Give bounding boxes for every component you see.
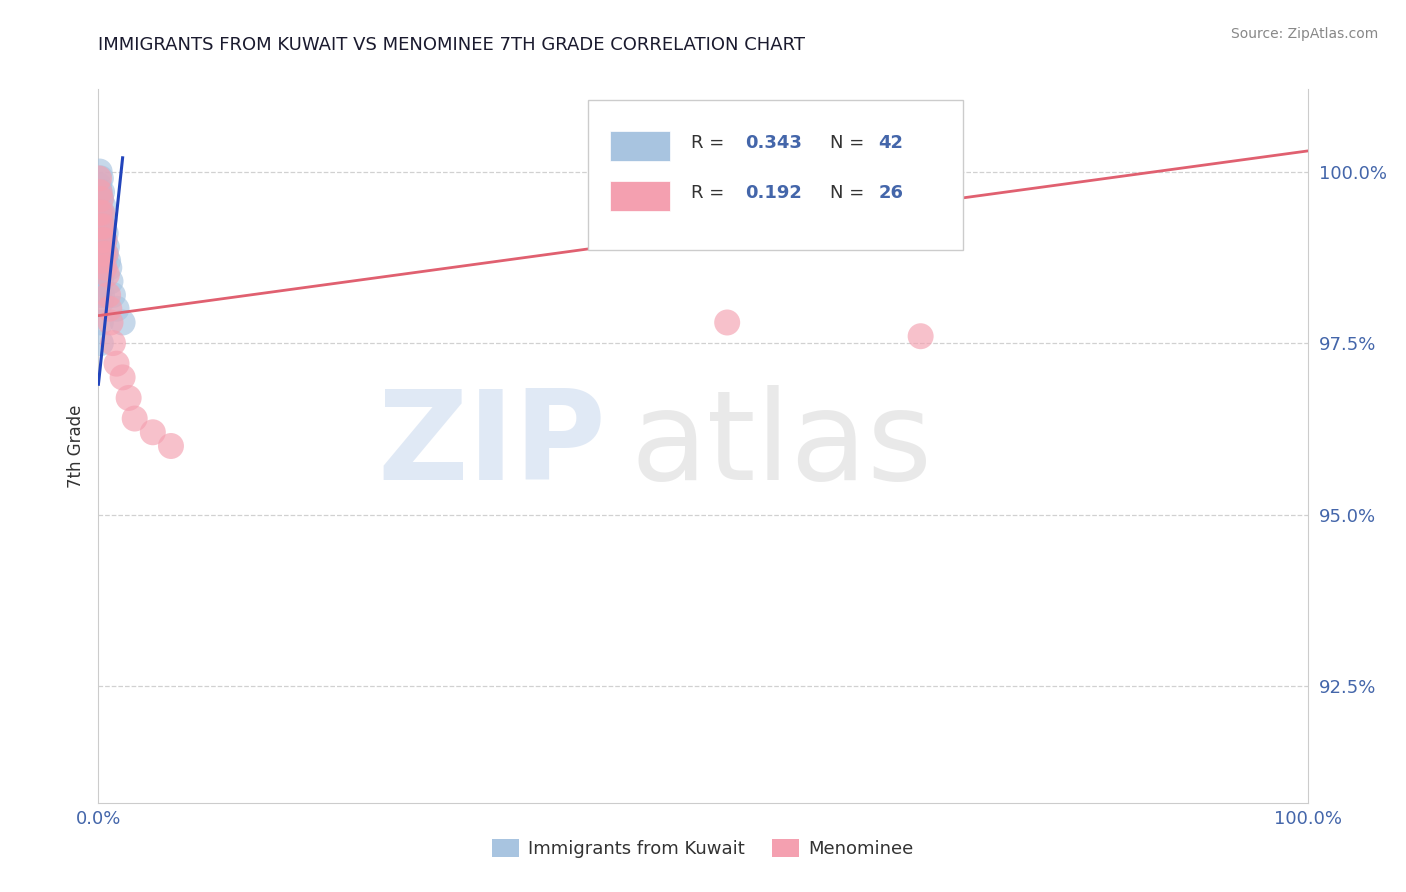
Point [93,260,115,275]
Point [93,233,115,247]
Point [91,268,114,282]
Point [91,205,114,219]
Point [97,288,120,302]
Point [91,240,114,254]
Point [111,316,134,330]
Point [87,233,110,247]
Point [118,391,141,405]
Text: ZIP: ZIP [378,385,606,507]
Point [91,253,114,268]
FancyBboxPatch shape [610,131,669,161]
Point [98,260,121,275]
Point [91,199,114,213]
Point [90,274,112,288]
Point [105,357,128,371]
Point [91,233,114,247]
Point [93,233,115,247]
Point [100,316,122,330]
Point [87,260,110,275]
Point [98,301,121,316]
Point [91,185,114,199]
Point [89,205,111,219]
Point [87,205,110,219]
Point [89,227,111,241]
Text: atlas: atlas [630,385,932,507]
Point [89,268,111,282]
Point [90,233,112,247]
Point [90,316,112,330]
Text: 0.192: 0.192 [745,184,803,202]
Point [91,227,114,241]
Text: IMMIGRANTS FROM KUWAIT VS MENOMINEE 7TH GRADE CORRELATION CHART: IMMIGRANTS FROM KUWAIT VS MENOMINEE 7TH … [98,36,806,54]
FancyBboxPatch shape [610,181,669,211]
Point [89,185,111,199]
Point [89,164,111,178]
Point [90,212,112,227]
Point [90,336,112,351]
Point [91,219,114,234]
Point [90,219,112,234]
Point [142,425,165,440]
Point [105,301,128,316]
Point [94,247,117,261]
Point [111,370,134,384]
Point [87,171,110,186]
Point [90,294,112,309]
Point [94,247,117,261]
Point [90,192,112,206]
Point [89,288,111,302]
Point [93,212,115,227]
Text: 26: 26 [879,184,903,202]
Point [91,205,114,219]
Point [90,192,112,206]
Point [93,253,115,268]
Text: 0.343: 0.343 [745,134,803,152]
Point [96,268,118,282]
Point [91,247,114,261]
Point [100,274,122,288]
Point [97,253,120,268]
Point [160,439,183,453]
Text: N =: N = [830,134,870,152]
Point [90,253,112,268]
Legend: Immigrants from Kuwait, Menominee: Immigrants from Kuwait, Menominee [485,831,921,865]
Point [94,227,117,241]
Point [89,185,111,199]
Text: R =: R = [690,184,730,202]
Y-axis label: 7th Grade: 7th Grade [66,404,84,488]
Point [124,411,146,425]
Point [91,247,114,261]
Point [716,316,738,330]
Text: 42: 42 [879,134,903,152]
Text: Source: ZipAtlas.com: Source: ZipAtlas.com [1230,27,1378,41]
Text: R =: R = [690,134,730,152]
Point [87,178,110,193]
FancyBboxPatch shape [588,100,963,250]
Point [91,260,114,275]
Point [90,171,112,186]
Point [101,336,124,351]
Point [101,288,124,302]
Point [910,329,932,343]
Point [91,219,114,234]
Point [96,240,118,254]
Point [91,288,114,302]
Text: N =: N = [830,184,870,202]
Point [89,205,111,219]
Point [89,247,111,261]
